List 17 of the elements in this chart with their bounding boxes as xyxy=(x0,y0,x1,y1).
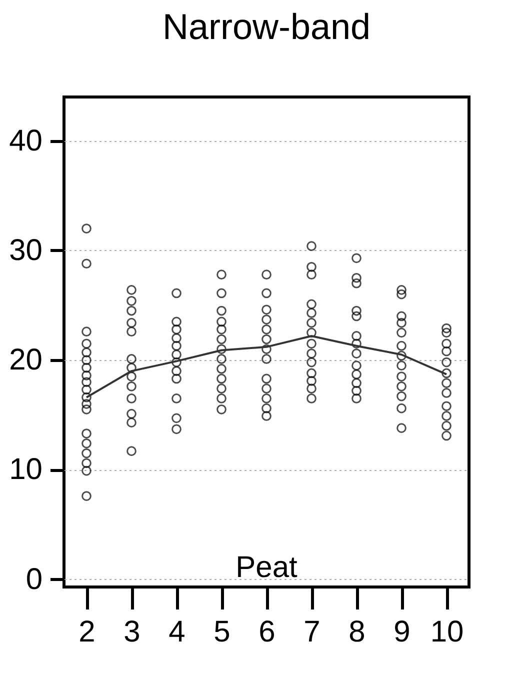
x-tick-label: 6 xyxy=(258,616,276,648)
x-tick-label: 7 xyxy=(304,616,320,648)
y-tick-label: 0 xyxy=(26,562,42,596)
x-tick-label: 10 xyxy=(430,616,464,648)
x-tick-label: 9 xyxy=(394,616,410,648)
x-tick-label: 4 xyxy=(168,616,186,648)
x-tick-label: 2 xyxy=(78,616,96,648)
chart-title: Narrow-band xyxy=(162,6,371,47)
y-tick-label: 10 xyxy=(9,453,42,486)
y-tick-label: 20 xyxy=(9,344,42,377)
y-tick-label: 40 xyxy=(9,124,42,158)
line-series xyxy=(86,334,448,398)
y-tick-label: 30 xyxy=(9,234,42,267)
x-tick-label: 5 xyxy=(214,616,230,648)
x-tick-label: 8 xyxy=(348,616,366,648)
annotation: Peat xyxy=(236,551,298,584)
x-tick-label: 3 xyxy=(124,616,140,648)
